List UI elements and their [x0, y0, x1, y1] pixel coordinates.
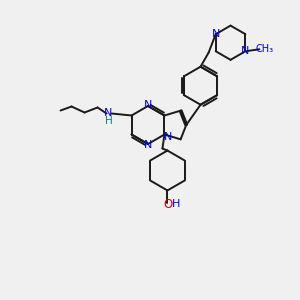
Text: N: N [144, 140, 152, 150]
Text: CH₃: CH₃ [255, 44, 273, 54]
Text: H: H [105, 116, 112, 125]
Text: N: N [144, 100, 152, 110]
Text: O: O [164, 198, 173, 211]
Text: N: N [212, 29, 220, 39]
Text: N: N [164, 131, 172, 142]
Text: N: N [241, 46, 250, 56]
Text: N: N [104, 107, 113, 118]
Text: H: H [172, 200, 181, 209]
